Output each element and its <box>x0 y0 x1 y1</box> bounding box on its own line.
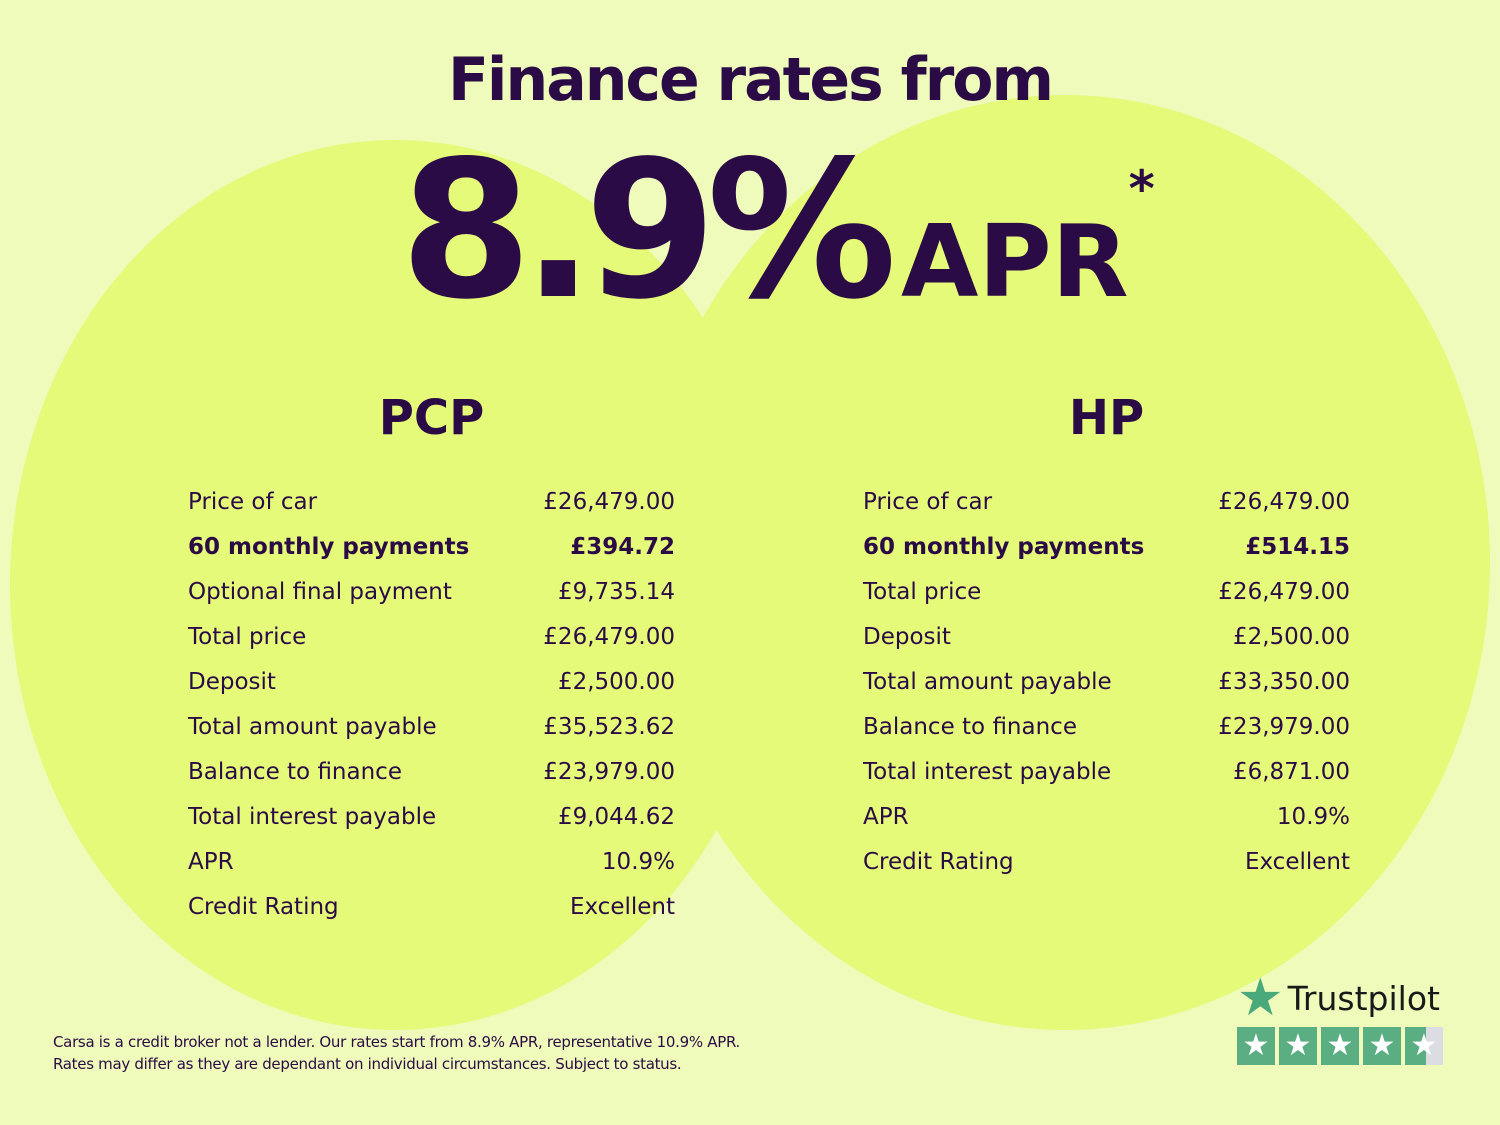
table-row: Optional final payment £9,735.14 <box>188 570 675 615</box>
row-label: Total amount payable <box>863 669 1112 695</box>
row-value: £514.15 <box>1245 534 1350 560</box>
rating-star-icon: ★ <box>1321 1027 1359 1065</box>
row-label: Balance to finance <box>188 759 402 785</box>
row-label: APR <box>188 849 234 875</box>
star-icon: ★ <box>1237 968 1284 1028</box>
rating-star-icon: ★ <box>1279 1027 1317 1065</box>
row-value: Excellent <box>569 894 675 920</box>
headline-rate: 8.9% APR* <box>400 120 1155 341</box>
row-value: £23,979.00 <box>1218 714 1350 740</box>
row-label: 60 monthly payments <box>863 534 1145 560</box>
rating-star-icon: ★ <box>1237 1027 1275 1065</box>
row-value: £26,479.00 <box>543 624 675 650</box>
rating-star-icon: ★ <box>1363 1027 1401 1065</box>
table-row: 60 monthly payments £514.15 <box>863 525 1350 570</box>
row-label: Total interest payable <box>863 759 1112 785</box>
pcp-title: PCP <box>378 390 485 446</box>
hp-title: HP <box>1068 390 1145 446</box>
table-row: Total amount payable £35,523.62 <box>188 705 675 750</box>
row-value: £33,350.00 <box>1218 669 1350 695</box>
headline-title: Finance rates from <box>447 45 1054 115</box>
rating-half-star-icon: ★ <box>1405 1027 1443 1065</box>
row-value: £2,500.00 <box>1232 624 1350 650</box>
disclaimer-line-2: Rates may differ as they are dependant o… <box>53 1055 682 1073</box>
table-row: Deposit £2,500.00 <box>188 660 675 705</box>
trustpilot-name: Trustpilot <box>1287 978 1440 1018</box>
row-value: £23,979.00 <box>543 759 675 785</box>
hp-table: HP Price of car £26,479.00 60 monthly paym… <box>863 390 1350 885</box>
table-row: Total interest payable £6,871.00 <box>863 750 1350 795</box>
table-row: Total amount payable £33,350.00 <box>863 660 1350 705</box>
row-label: 60 monthly payments <box>188 534 470 560</box>
row-value: £9,735.14 <box>557 579 675 605</box>
table-row: APR 10.9% <box>188 840 675 885</box>
disclaimer: Carsa is a credit broker not a lender. O… <box>53 1031 740 1075</box>
row-value: £394.72 <box>570 534 675 560</box>
row-value: £26,479.00 <box>1218 579 1350 605</box>
row-label: Total interest payable <box>188 804 437 830</box>
rate-value: 8.9% <box>400 120 897 341</box>
table-row: Total price £26,479.00 <box>188 615 675 660</box>
pcp-table: PCP Price of car £26,479.00 60 monthly pay… <box>188 390 675 930</box>
row-value: 10.9% <box>601 849 675 875</box>
row-label: Price of car <box>188 489 318 515</box>
row-label: APR <box>863 804 909 830</box>
row-value: Excellent <box>1244 849 1350 875</box>
row-value: £2,500.00 <box>557 669 675 695</box>
row-label: Total price <box>188 624 307 650</box>
rate-apr: APR <box>900 203 1129 320</box>
asterisk: * <box>1128 160 1155 218</box>
table-row: Total interest payable £9,044.62 <box>188 795 675 840</box>
table-row: APR 10.9% <box>863 795 1350 840</box>
row-label: Credit Rating <box>863 849 1014 875</box>
row-value: 10.9% <box>1276 804 1350 830</box>
table-row: Deposit £2,500.00 <box>863 615 1350 660</box>
table-row: Balance to finance £23,979.00 <box>863 705 1350 750</box>
row-label: Deposit <box>188 669 276 695</box>
table-row: Credit Rating Excellent <box>188 885 675 930</box>
trustpilot-logo: ★ Trustpilot <box>1237 968 1443 1028</box>
background-circle-right <box>640 95 1490 1030</box>
row-label: Balance to finance <box>863 714 1077 740</box>
table-row: Price of car £26,479.00 <box>188 480 675 525</box>
table-row: 60 monthly payments £394.72 <box>188 525 675 570</box>
row-label: Price of car <box>863 489 993 515</box>
trustpilot-rating: ★ ★ ★ ★ ★ <box>1237 1027 1443 1065</box>
row-value: £26,479.00 <box>1218 489 1350 515</box>
table-row: Total price £26,479.00 <box>863 570 1350 615</box>
table-row: Balance to finance £23,979.00 <box>188 750 675 795</box>
row-value: £35,523.62 <box>543 714 675 740</box>
row-value: £26,479.00 <box>543 489 675 515</box>
row-label: Optional final payment <box>188 579 452 605</box>
table-row: Price of car £26,479.00 <box>863 480 1350 525</box>
table-row: Credit Rating Excellent <box>863 840 1350 885</box>
row-label: Total price <box>863 579 982 605</box>
row-label: Total amount payable <box>188 714 437 740</box>
row-label: Credit Rating <box>188 894 339 920</box>
disclaimer-line-1: Carsa is a credit broker not a lender. O… <box>53 1033 740 1051</box>
trustpilot-badge: ★ Trustpilot ★ ★ ★ ★ ★ <box>1237 968 1443 1065</box>
row-value: £6,871.00 <box>1232 759 1350 785</box>
row-label: Deposit <box>863 624 951 650</box>
row-value: £9,044.62 <box>557 804 675 830</box>
